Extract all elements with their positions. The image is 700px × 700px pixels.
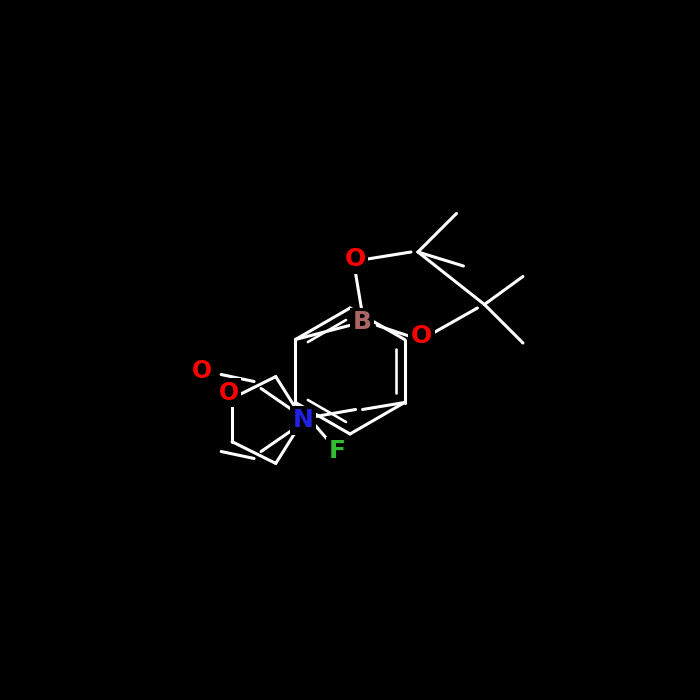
Text: O: O xyxy=(411,324,432,348)
Text: O: O xyxy=(344,247,365,271)
Text: B: B xyxy=(352,310,372,334)
Text: O: O xyxy=(192,359,211,383)
Text: N: N xyxy=(293,408,314,432)
Text: F: F xyxy=(329,440,346,463)
Text: N: N xyxy=(293,408,314,432)
Text: O: O xyxy=(218,381,239,405)
